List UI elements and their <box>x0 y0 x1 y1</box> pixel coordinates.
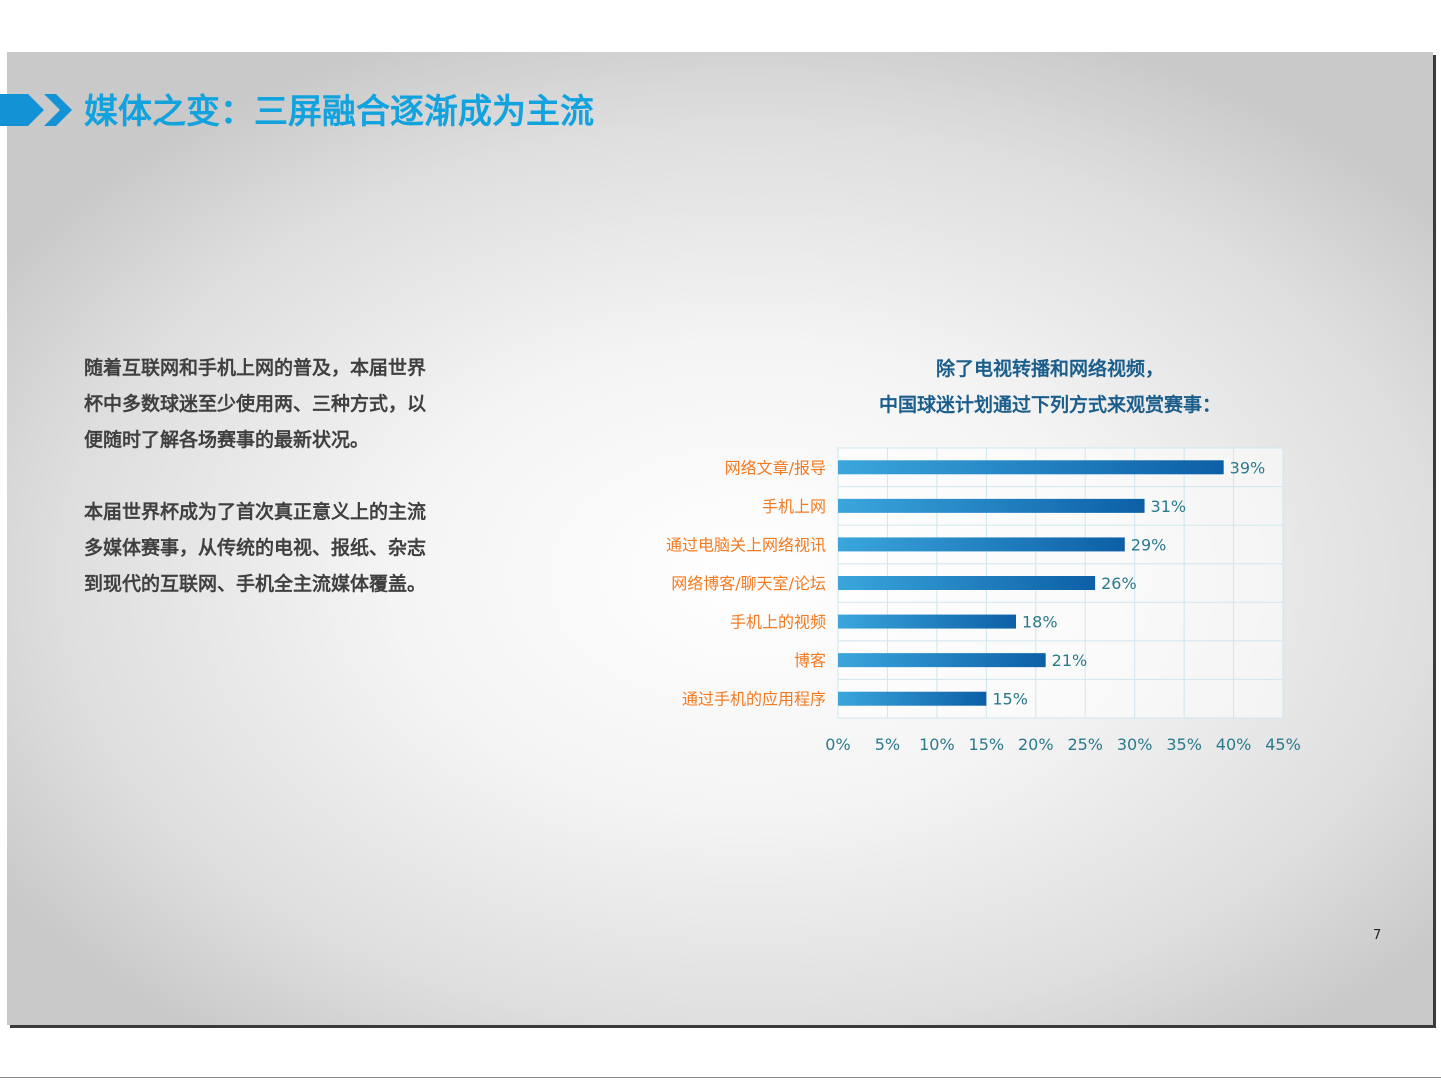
x-tick-label: 30% <box>1117 735 1153 754</box>
bar <box>838 460 1224 475</box>
paragraph-line: 杯中多数球迷至少使用两、三种方式，以 <box>84 393 427 415</box>
x-tick-label: 40% <box>1216 735 1252 754</box>
data-label: 15% <box>992 690 1028 709</box>
data-label: 29% <box>1131 535 1167 554</box>
chart-bars <box>838 460 1224 706</box>
category-label: 通过电脑关上网络视讯 <box>666 535 826 554</box>
x-tick-label: 20% <box>1018 735 1054 754</box>
x-tick-label: 25% <box>1067 735 1103 754</box>
body-paragraph-2: 本届世界杯成为了首次真正意义上的主流 多媒体赛事，从传统的电视、报纸、杂志 到现… <box>84 494 504 602</box>
data-label: 18% <box>1022 613 1058 632</box>
x-tick-label: 35% <box>1166 735 1202 754</box>
data-label: 26% <box>1101 574 1137 593</box>
paragraph-line: 到现代的互联网、手机全主流媒体覆盖。 <box>84 573 427 595</box>
category-label: 手机上网 <box>762 497 826 516</box>
category-label: 通过手机的应用程序 <box>682 690 826 709</box>
paragraph-line: 多媒体赛事，从传统的电视、报纸、杂志 <box>84 537 427 559</box>
x-tick-label: 0% <box>825 735 850 754</box>
x-tick-label: 10% <box>919 735 955 754</box>
page-title: 媒体之变：三屏融合逐渐成为主流 <box>84 92 594 132</box>
bar <box>838 498 1145 513</box>
page-number: 7 <box>1373 928 1382 943</box>
bar <box>838 614 1016 629</box>
x-tick-label: 45% <box>1265 735 1301 754</box>
bar <box>838 653 1046 668</box>
category-label: 博客 <box>794 651 826 670</box>
paragraph-line: 便随时了解各场赛事的最新状况。 <box>84 429 370 451</box>
chart-title-line-1: 除了电视转播和网络视频， <box>935 358 1164 380</box>
data-label: 39% <box>1230 458 1266 477</box>
paragraph-line: 本届世界杯成为了首次真正意义上的主流 <box>84 501 427 523</box>
x-tick-label: 5% <box>875 735 900 754</box>
paragraph-line: 随着互联网和手机上网的普及，本届世界 <box>84 357 427 379</box>
bar <box>838 576 1096 590</box>
bar <box>838 537 1125 552</box>
title-chevron-icon <box>0 94 72 126</box>
category-label: 手机上的视频 <box>730 613 826 632</box>
chart-title-line-2: 中国球迷计划通过下列方式来观赏赛事： <box>878 394 1221 416</box>
data-label: 31% <box>1151 497 1187 516</box>
x-tick-label: 15% <box>969 735 1005 754</box>
data-label: 21% <box>1052 651 1088 670</box>
category-label: 网络博客/聊天室/论坛 <box>671 574 826 593</box>
bar <box>838 691 987 706</box>
page-bottom-divider <box>0 1077 1441 1078</box>
chart-labels: 网络文章/报导 39% 手机上网 31% 通过电脑关上网络视讯 29% 网络博客/聊天室/论… <box>666 458 1301 754</box>
category-label: 网络文章/报导 <box>725 458 826 477</box>
body-paragraph-1: 随着互联网和手机上网的普及，本届世界 杯中多数球迷至少使用两、三种方式，以 便随… <box>84 350 504 458</box>
